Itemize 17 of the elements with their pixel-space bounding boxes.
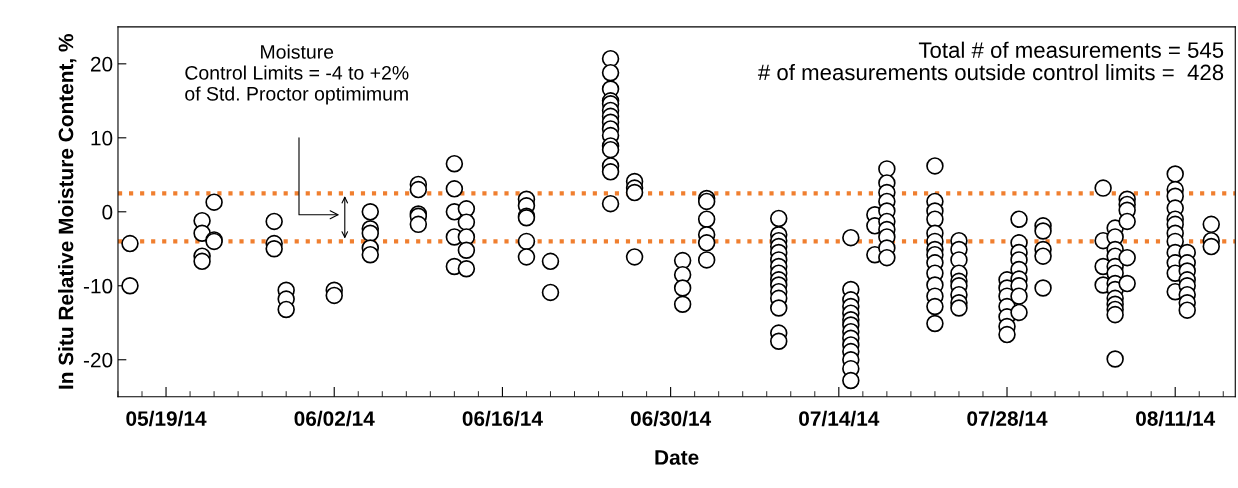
x-tick-label: 08/11/14 — [1136, 410, 1216, 427]
y-tick-label: -20 — [83, 352, 113, 368]
y-tick-label: -10 — [83, 278, 113, 294]
y-tick-label: 10 — [91, 130, 113, 146]
x-tick-label: 06/16/14 — [462, 410, 543, 427]
annotation: # of measurements outside control limits = 428 — [757, 63, 1224, 81]
x-tick-label: 07/28/14 — [967, 410, 1048, 427]
y-tick-label: 20 — [91, 56, 113, 72]
x-tick-label: 06/02/14 — [294, 410, 375, 427]
x-axis-title: Date — [655, 450, 699, 465]
x-tick-label: 07/14/14 — [799, 410, 880, 427]
x-tick-label: 06/30/14 — [630, 410, 712, 427]
x-tick-label: 05/19/14 — [126, 410, 207, 427]
annotation: Moisture Control Limits = -4 to +2% of Std. Proctor optimimum — [185, 44, 409, 105]
annotation: Total # of measurements = 545 — [918, 41, 1224, 58]
y-tick-label: 0 — [102, 204, 113, 220]
y-axis-title: In Situ Relative Moisture Content, % — [58, 34, 77, 389]
